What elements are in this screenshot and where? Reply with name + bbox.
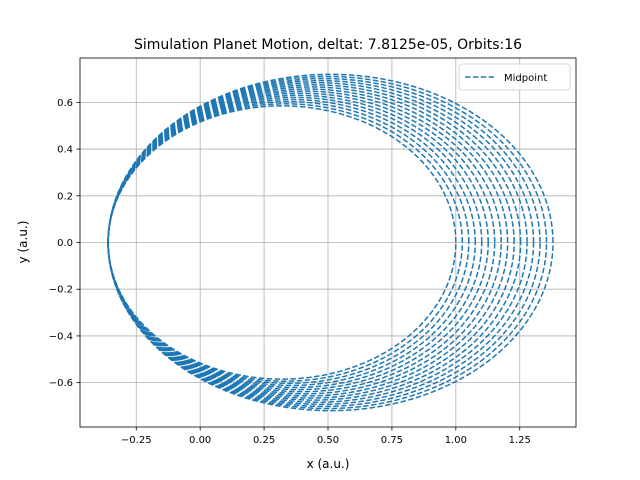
y-tick-label: −0.6 [49,378,73,389]
x-tick-label: 0.00 [189,435,211,446]
x-tick-label: −0.25 [121,435,152,446]
x-tick-label: 1.25 [509,435,531,446]
y-tick-label: 0.4 [57,145,73,156]
series-layer [107,73,554,412]
legend-box [458,63,571,91]
y-tick-label: −0.2 [49,285,73,296]
y-tick-label: −0.4 [49,331,73,342]
orbit-path [107,105,457,380]
orbit-path [107,82,528,403]
y-tick-label: 0.6 [57,98,73,109]
y-axis-ticks: −0.6 −0.4 −0.2 0.0 0.2 0.4 0.6 [49,98,80,389]
x-tick-label: 0.75 [381,435,403,446]
x-tick-label: 1.00 [445,435,467,446]
x-tick-label: 0.50 [317,435,339,446]
legend: Midpoint [458,63,571,91]
orbit-path [107,75,548,410]
y-axis-label: y (a.u.) [16,221,30,264]
y-tick-label: 0.0 [57,238,73,249]
chart-title: Simulation Planet Motion, deltat: 7.8125… [134,37,522,53]
y-tick-label: 0.2 [57,191,73,202]
grid [80,58,576,427]
orbit-path [107,79,535,406]
x-axis-ticks: −0.25 0.00 0.25 0.50 0.75 1.00 1.25 [121,427,531,446]
x-axis-label: x (a.u.) [307,457,350,471]
orbit-path [107,73,554,412]
legend-entry-midpoint: Midpoint [504,73,547,84]
x-tick-label: 0.25 [253,435,275,446]
